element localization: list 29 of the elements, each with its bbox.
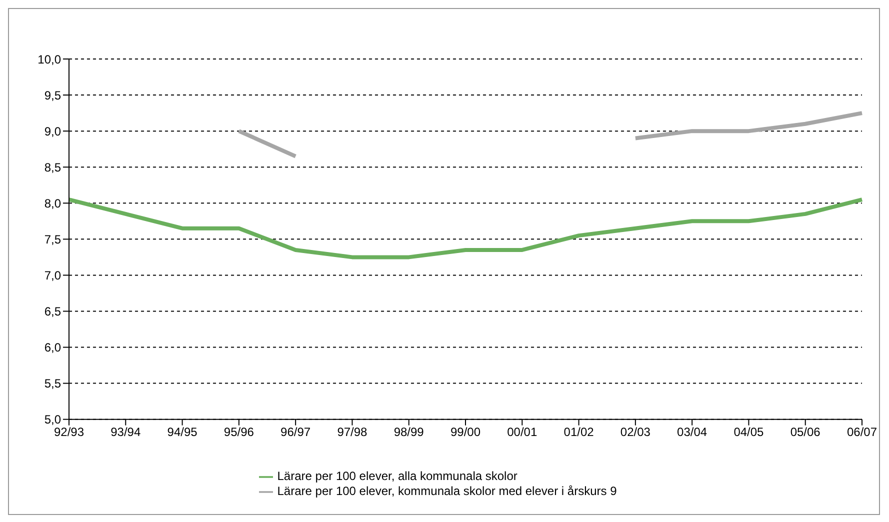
y-tick-label: 5,5 bbox=[44, 376, 62, 391]
y-tick-label: 8,0 bbox=[44, 196, 62, 210]
y-tick-label: 9,0 bbox=[44, 124, 62, 138]
legend-label: Lärare per 100 elever, alla kommunala skolor bbox=[277, 469, 518, 484]
y-tick-label: 7,5 bbox=[44, 232, 62, 246]
x-tick-label: 04/05 bbox=[734, 424, 764, 439]
y-tick-label: 6,0 bbox=[44, 340, 62, 355]
x-tick-label: 97/98 bbox=[337, 424, 368, 439]
x-tick-label: 99/00 bbox=[450, 424, 481, 439]
x-tick-label: 06/07 bbox=[846, 424, 878, 439]
x-tick-label: 94/95 bbox=[167, 424, 198, 439]
y-tick-label: 7,0 bbox=[44, 268, 62, 282]
x-tick-label: 95/96 bbox=[224, 424, 254, 439]
x-tick-label: 92/93 bbox=[54, 424, 84, 439]
x-tick-label: 03/04 bbox=[677, 424, 708, 439]
x-tick-label: 98/99 bbox=[394, 424, 424, 439]
legend-label: Lärare per 100 elever, kommunala skolor med elever i årskurs 9 bbox=[277, 484, 617, 498]
y-tick-label: 5,0 bbox=[44, 412, 62, 427]
y-tick-label: 10,0 bbox=[38, 52, 62, 66]
x-tick-label: 00/01 bbox=[507, 424, 538, 439]
y-tick-label: 9,5 bbox=[44, 88, 62, 102]
x-tick-label: 01/02 bbox=[564, 424, 594, 439]
y-tick-label: 6,5 bbox=[44, 304, 62, 318]
line-series bbox=[67, 198, 864, 260]
x-tick-label: 96/97 bbox=[280, 424, 311, 439]
x-tick-label: 02/03 bbox=[620, 424, 651, 439]
x-tick-label: 05/06 bbox=[790, 424, 821, 439]
x-tick-label: 93/94 bbox=[110, 424, 141, 439]
y-tick-label: 8,5 bbox=[44, 160, 62, 174]
